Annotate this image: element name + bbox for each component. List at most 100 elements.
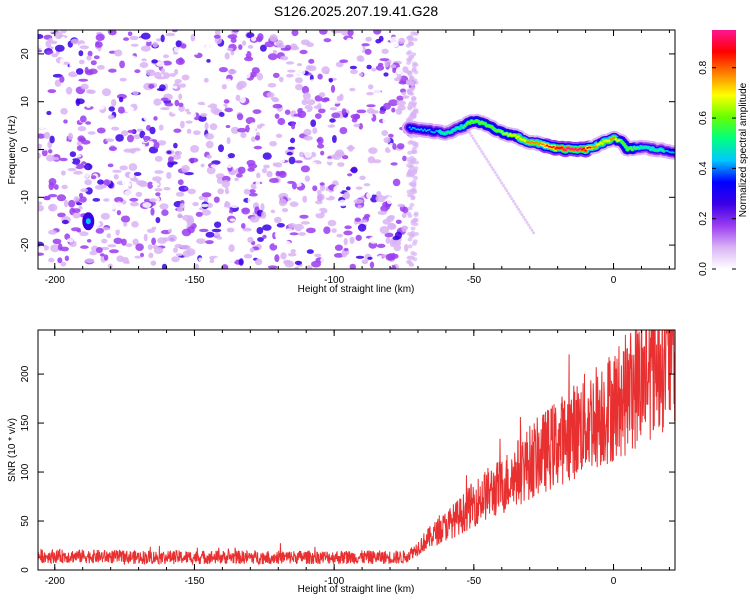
heatmap-noise-cell: [219, 207, 230, 213]
y-tick-label: 100: [20, 463, 31, 480]
heatmap-noise-cell: [141, 32, 151, 40]
heatmap-noise-cell: [251, 36, 257, 42]
heatmap-ridge-core: [634, 147, 638, 150]
heatmap-noise-cell: [299, 151, 305, 158]
heatmap-noise-cell: [288, 156, 296, 165]
heatmap-noise-cell: [127, 31, 133, 37]
heatmap-noise-cell: [316, 193, 325, 201]
heatmap-noise-cell: [392, 49, 401, 55]
heatmap-ridge-core: [626, 148, 629, 151]
heatmap-noise-cell: [74, 163, 85, 170]
heatmap-noise-cell: [175, 150, 182, 156]
heatmap-noise-cell: [221, 84, 227, 90]
heatmap-ridge-core: [450, 130, 453, 133]
y-tick-label: 150: [20, 414, 31, 431]
heatmap-noise-cell: [256, 227, 264, 235]
heatmap-noise-cell: [312, 185, 318, 192]
heatmap-noise-cell: [86, 239, 92, 243]
heatmap-noise-cell: [78, 50, 84, 57]
heatmap-noise-cell: [124, 98, 129, 105]
heatmap-noise-cell: [298, 232, 306, 236]
heatmap-noise-cell: [259, 123, 265, 127]
heatmap-noise-cell: [261, 211, 267, 219]
heatmap-noise-cell: [413, 108, 419, 113]
heatmap-noise-cell: [274, 30, 281, 36]
heatmap-ridge-core: [596, 143, 599, 146]
heatmap-ridge-core: [477, 120, 480, 123]
heatmap-noise-cell: [264, 41, 275, 48]
heatmap-noise-cell: [270, 209, 276, 214]
heatmap-noise-cell: [212, 44, 217, 52]
heatmap-noise-cell: [301, 85, 310, 94]
heatmap-ridge-core: [410, 128, 413, 131]
heatmap-noise-cell: [406, 211, 412, 216]
heatmap-noise-cell: [177, 179, 184, 186]
heatmap-noise-cell: [206, 154, 212, 159]
heatmap-noise-cell: [239, 49, 248, 55]
heatmap-noise-cell: [143, 233, 148, 242]
heatmap-noise-cell: [106, 233, 112, 239]
heatmap-streak: [523, 218, 527, 222]
heatmap-noise-cell: [213, 257, 223, 263]
heatmap-noise-cell: [225, 125, 231, 128]
heatmap-noise-cell: [286, 73, 294, 78]
heatmap-ridge-core: [554, 147, 557, 150]
colorbar-gradient: [712, 30, 736, 269]
heatmap-noise-cell: [188, 157, 199, 163]
heatmap-noise-cell: [61, 219, 69, 225]
heatmap-noise-cell: [252, 109, 262, 114]
heatmap-noise-cell: [118, 96, 124, 103]
heatmap-hotspot-core: [85, 218, 91, 225]
heatmap-ridge-core: [494, 129, 497, 131]
heatmap-noise-cell: [60, 134, 67, 142]
heatmap-noise-cell: [379, 226, 390, 234]
heatmap-streak: [470, 134, 474, 138]
heatmap-noise-cell: [294, 160, 303, 164]
heatmap-noise-cell: [45, 50, 54, 54]
heatmap-ridge-core: [497, 129, 500, 132]
heatmap-ridge-core: [426, 129, 430, 131]
heatmap-noise-cell: [56, 194, 67, 202]
chart-title: S126.2025.207.19.41.G28: [274, 3, 438, 19]
heatmap-ridge-core: [581, 148, 584, 151]
heatmap-noise-cell: [190, 145, 200, 153]
heatmap-noise-cell: [284, 109, 291, 115]
heatmap-noise-cell: [48, 149, 53, 154]
heatmap-noise-cell: [373, 201, 384, 206]
heatmap-noise-cell: [96, 127, 106, 134]
heatmap-noise-cell: [108, 68, 117, 73]
heatmap-noise-cell: [406, 89, 412, 94]
heatmap-ridge-core: [480, 121, 483, 124]
heatmap-noise-cell: [377, 80, 384, 88]
heatmap-noise-cell: [226, 47, 234, 52]
heatmap-noise-cell: [180, 141, 187, 146]
heatmap-noise-cell: [119, 165, 128, 171]
heatmap-noise-cell: [301, 99, 308, 106]
y-tick-label: 0: [20, 146, 31, 152]
heatmap-noise-cell: [108, 106, 115, 112]
heatmap-noise-cell: [63, 119, 68, 124]
heatmap-noise-cell: [48, 194, 58, 198]
heatmap-ridge-core: [509, 133, 512, 136]
heatmap-noise-cell: [172, 85, 178, 89]
heatmap-noise-cell: [243, 188, 250, 195]
heatmap-ridge-core: [542, 143, 545, 146]
heatmap-noise-cell: [94, 264, 100, 269]
heatmap-noise-cell: [357, 204, 362, 209]
heatmap-ridge-core: [527, 141, 530, 144]
heatmap-streak: [527, 223, 531, 227]
heatmap-noise-cell: [312, 127, 318, 134]
heatmap-ridge-core: [552, 145, 555, 148]
heatmap-noise-cell: [412, 257, 418, 262]
heatmap-noise-cell: [97, 140, 103, 145]
heatmap-noise-cell: [269, 141, 277, 147]
heatmap-noise-cell: [47, 141, 52, 149]
heatmap-noise-cell: [223, 99, 230, 104]
heatmap-noise-cell: [97, 83, 104, 89]
heatmap-noise-cell: [401, 225, 408, 233]
heatmap-ridge-core: [544, 145, 547, 148]
heatmap-noise-cell: [151, 182, 160, 187]
heatmap-noise-cell: [181, 165, 190, 173]
heatmap-noise-cell: [274, 254, 280, 263]
heatmap-noise-cell: [402, 95, 410, 99]
